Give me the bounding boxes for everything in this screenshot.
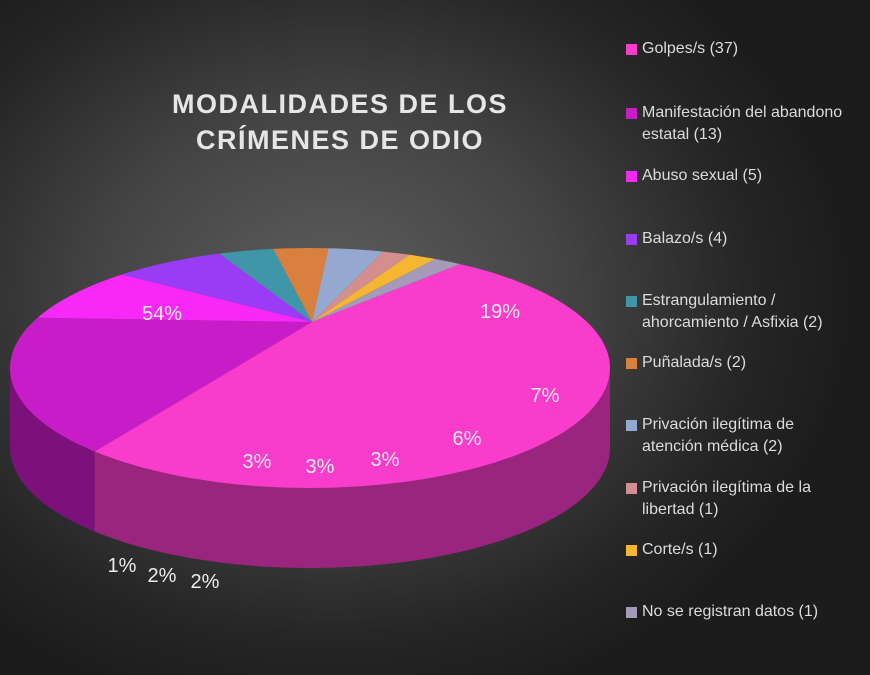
- pie-slice[interactable]: [10, 317, 312, 452]
- chart-title: MODALIDADES DE LOS CRÍMENES DE ODIO: [171, 89, 508, 155]
- data-label: 1%: [108, 555, 137, 577]
- pie-slice[interactable]: [94, 264, 611, 488]
- legend-item: Manifestación del abandono estatal (13): [626, 102, 857, 146]
- pie-slice[interactable]: [312, 251, 410, 322]
- legend-item: Estrangulamiento / ahorcamiento / Asfixi…: [626, 290, 857, 334]
- legend-swatch: [626, 296, 637, 307]
- data-label: 19%: [480, 301, 520, 323]
- legend-label: Puñalada/s (2): [642, 354, 747, 371]
- data-label: 3%: [371, 449, 400, 471]
- legend-item: Balazo/s (4): [626, 228, 857, 250]
- legend-swatch: [626, 545, 637, 556]
- pie-side-0: [94, 368, 611, 568]
- legend-item: Golpes/s (37): [626, 38, 857, 60]
- legend-label: Estrangulamiento / ahorcamiento / Asfixi…: [642, 292, 823, 331]
- legend-label: Privación ilegítima de la libertad (1): [642, 479, 811, 518]
- legend-swatch: [626, 358, 637, 369]
- legend-item: Privación ilegítima de atención médica (…: [626, 414, 857, 458]
- legend-item: Abuso sexual (5): [626, 165, 857, 187]
- legend-label: Abuso sexual (5): [642, 167, 763, 184]
- pie-side-1: [10, 368, 95, 532]
- data-label: 7%: [531, 385, 560, 407]
- data-label: 3%: [243, 451, 272, 473]
- legend-label: Balazo/s (4): [642, 230, 728, 247]
- legend-swatch: [626, 44, 637, 55]
- pie-slice[interactable]: [37, 274, 313, 323]
- pie-slice[interactable]: [273, 248, 329, 322]
- data-label: 2%: [191, 571, 220, 593]
- legend-swatch: [626, 483, 637, 494]
- legend-swatch: [626, 420, 637, 431]
- data-label: 3%: [306, 456, 335, 478]
- legend-swatch: [626, 171, 637, 182]
- legend-item: No se registran datos (1): [626, 601, 857, 623]
- data-label: 2%: [148, 565, 177, 587]
- legend-label: No se registran datos (1): [642, 603, 819, 620]
- legend-label: Manifestación del abandono estatal (13): [642, 104, 843, 143]
- legend-swatch: [626, 108, 637, 119]
- legend-label: Golpes/s (37): [642, 40, 739, 57]
- pie-slice[interactable]: [312, 248, 384, 322]
- data-label: 54%: [142, 303, 182, 325]
- legend-swatch: [626, 607, 637, 618]
- legend-item: Puñalada/s (2): [626, 352, 857, 374]
- pie-slice[interactable]: [312, 254, 436, 322]
- pie-slice[interactable]: [312, 259, 460, 322]
- legend-label: Privación ilegítima de atención médica (…: [642, 416, 795, 455]
- legend-label: Corte/s (1): [642, 541, 718, 558]
- legend-swatch: [626, 234, 637, 245]
- legend-item: Corte/s (1): [626, 539, 857, 561]
- legend-item: Privación ilegítima de la libertad (1): [626, 477, 857, 521]
- pie-slice[interactable]: [219, 248, 312, 322]
- data-label: 6%: [453, 428, 482, 450]
- pie-slice[interactable]: [121, 253, 313, 322]
